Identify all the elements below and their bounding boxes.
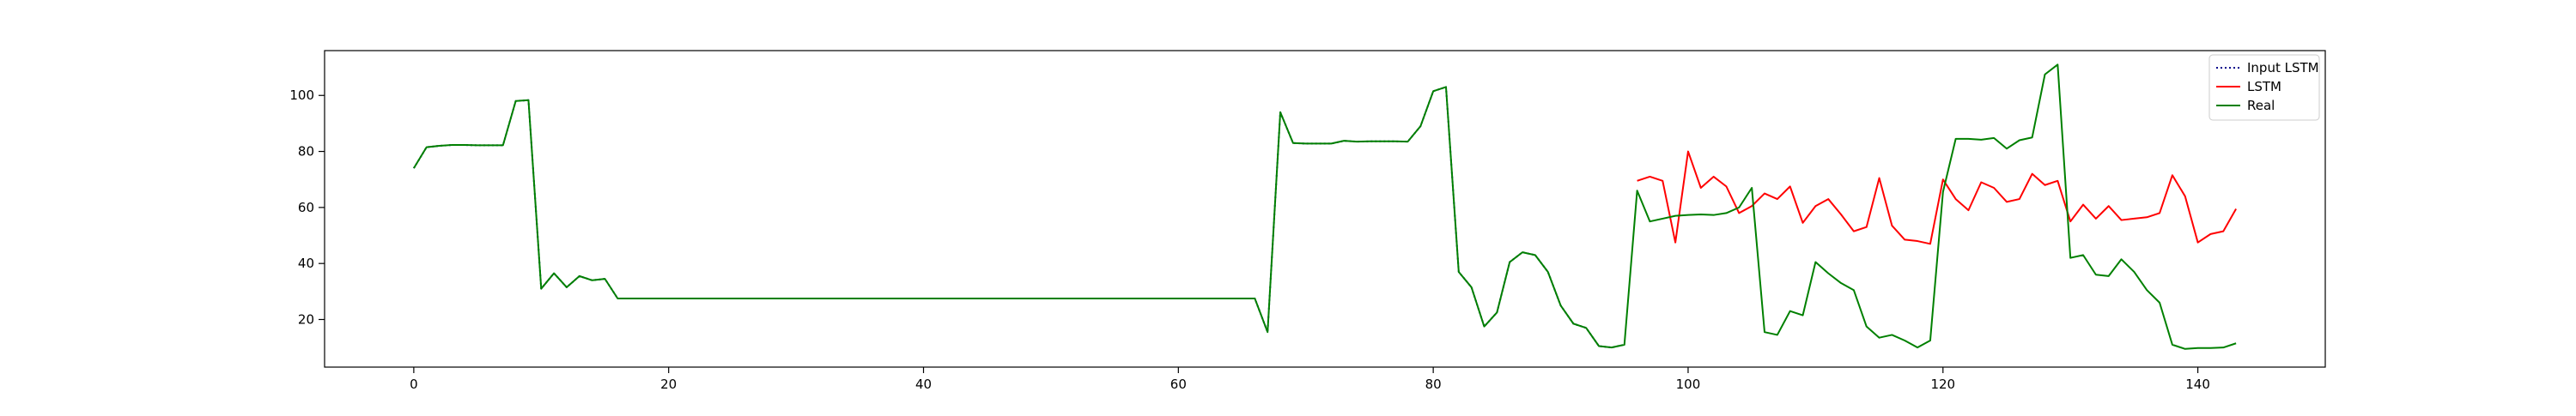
x-tick-label: 20 xyxy=(660,377,677,392)
x-tick-label: 0 xyxy=(410,377,418,392)
series-line-real xyxy=(413,63,2237,350)
x-tick-label: 80 xyxy=(1425,377,1442,392)
x-tick-label: 100 xyxy=(1676,377,1701,392)
y-tick-label: 20 xyxy=(298,311,314,327)
x-axis: 0 20 40 60 80 100 120 140 xyxy=(410,367,2210,392)
x-tick-label: 140 xyxy=(2185,377,2210,392)
y-tick-label: 100 xyxy=(289,87,314,103)
legend-label: LSTM xyxy=(2247,79,2281,94)
legend-label: Real xyxy=(2247,98,2275,113)
x-tick-label: 120 xyxy=(1930,377,1955,392)
legend-label: Input LSTM xyxy=(2247,60,2319,75)
legend: Input LSTM LSTM Real xyxy=(2208,54,2320,121)
legend-box xyxy=(2208,54,2320,121)
y-tick-label: 80 xyxy=(298,144,314,160)
y-tick-label: 40 xyxy=(298,256,314,271)
y-tick-label: 60 xyxy=(298,200,314,215)
y-axis: 20 40 60 80 100 xyxy=(289,87,325,327)
x-tick-label: 60 xyxy=(1170,377,1187,392)
x-tick-label: 40 xyxy=(915,377,932,392)
axes-frame xyxy=(324,50,2326,368)
plot-area xyxy=(413,63,2237,350)
